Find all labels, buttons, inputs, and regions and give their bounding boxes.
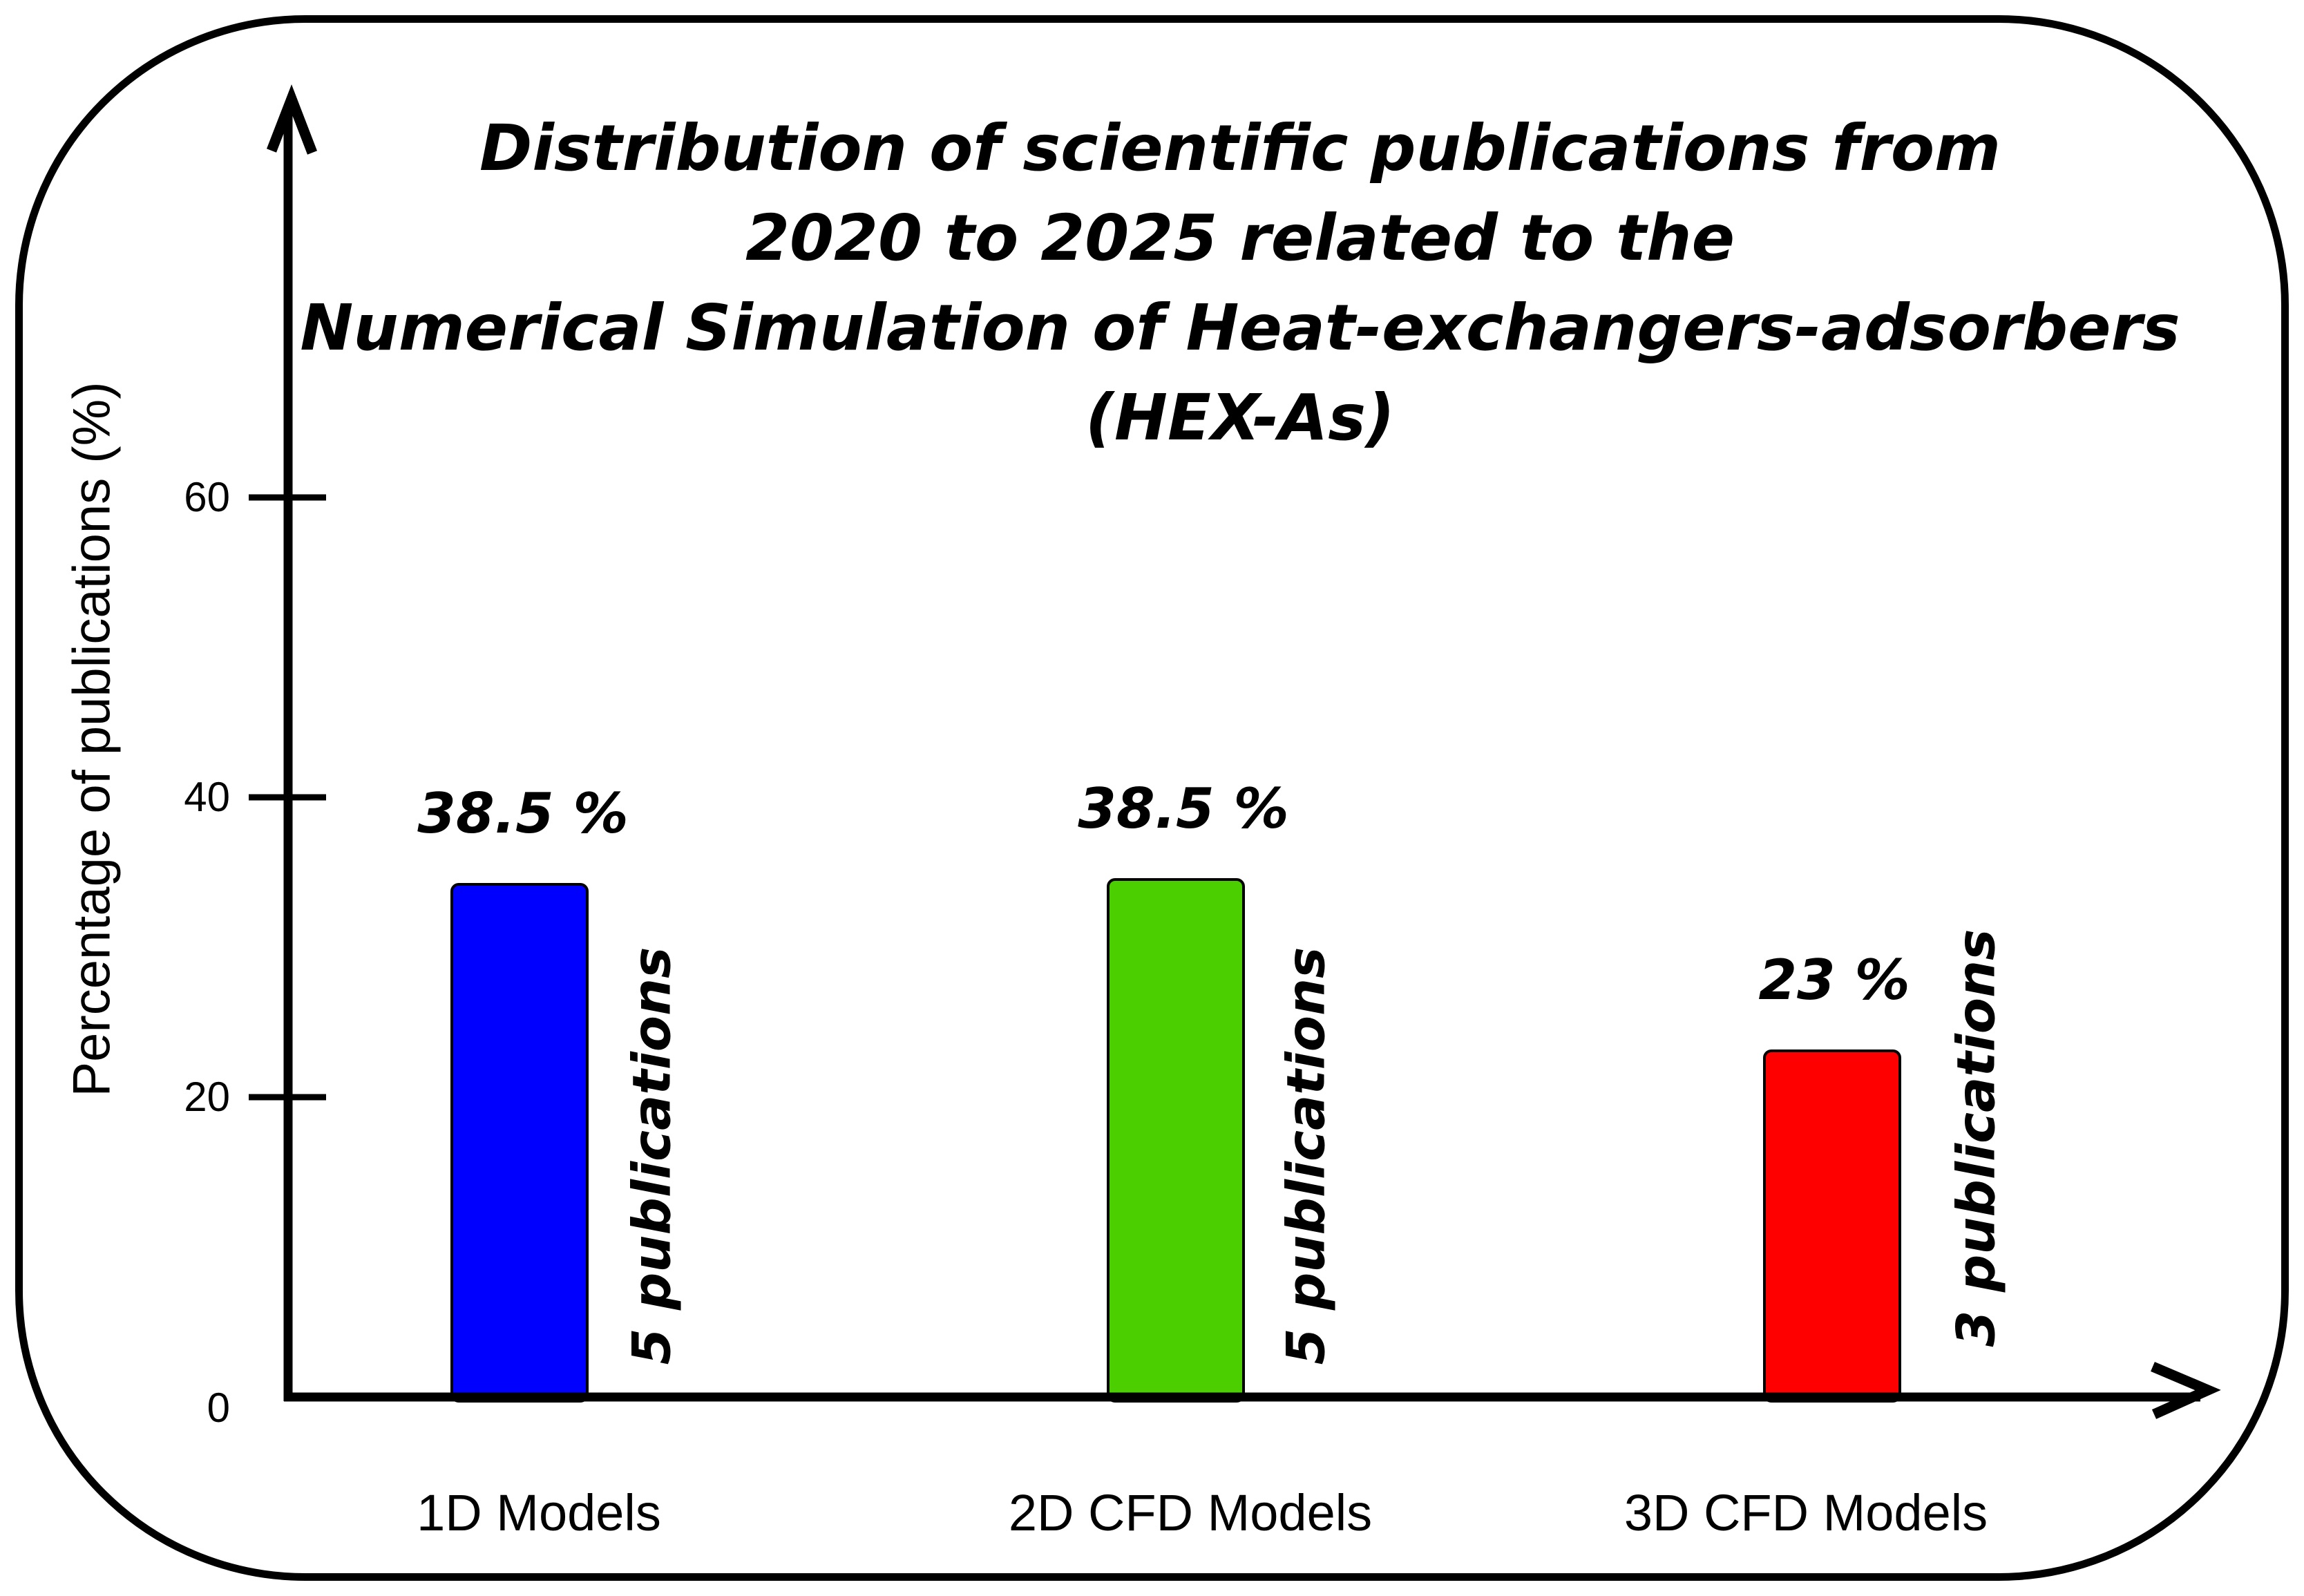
value-label-3d-cfd-models: 23 %	[1758, 948, 1910, 1012]
bar-2d-cfd-models	[1107, 878, 1245, 1403]
y-tick-label-40: 40	[184, 774, 230, 820]
chart-title-line-3: Numerical Simulation of Heat-exchangers-…	[300, 291, 2180, 365]
value-label-2d-cfd-models: 38.5 %	[1078, 777, 1289, 841]
category-label-1d-models: 1D Models	[417, 1484, 661, 1541]
x-axis-arrowhead-icon	[2151, 1362, 2221, 1419]
y-axis-arrowhead-icon	[267, 84, 318, 155]
bar-3d-cfd-models	[1763, 1049, 1901, 1403]
bar-1d-models	[450, 883, 589, 1403]
chart-title-line-1: Distribution of scientific publications …	[479, 111, 2001, 185]
chart-title-line-2: 2020 to 2025 related to the	[745, 201, 1735, 275]
value-label-1d-models: 38.5 %	[417, 781, 629, 846]
chart-title: Distribution of scientific publications …	[176, 104, 2304, 463]
y-tick-label-20: 20	[184, 1074, 230, 1120]
category-label-3d-cfd-models: 3D CFD Models	[1624, 1484, 1988, 1541]
chart-title-line-4: (HEX-As)	[1085, 381, 1396, 455]
y-tick-label-60: 60	[184, 474, 230, 520]
category-label-2d-cfd-models: 2D CFD Models	[1008, 1484, 1373, 1541]
y-tick-label-0: 0	[207, 1385, 230, 1431]
